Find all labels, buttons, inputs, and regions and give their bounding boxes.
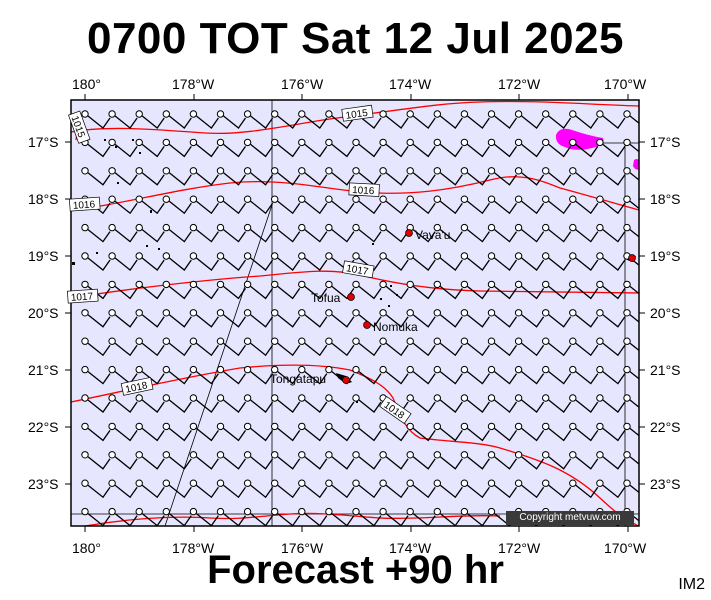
longitude-label-top: 176°W [281, 76, 324, 92]
place-label: Tongatapu [270, 372, 326, 386]
location-dot-icon [342, 376, 350, 384]
isobar-label: 1017 [71, 291, 94, 304]
isobar-1019 [84, 512, 501, 526]
longitude-label-top: 172°W [498, 76, 541, 92]
isobar-label: 1015 [345, 108, 369, 122]
latitude-label-right: 22°S [650, 419, 681, 435]
image-code: IM2 [678, 576, 705, 593]
longitude-label-top: 170°W [604, 76, 647, 92]
isobar-label: 1016 [73, 199, 96, 212]
location-dot-icon [405, 229, 413, 237]
location-dot-icon [347, 293, 355, 301]
forecast-label: Forecast +90 hr [207, 548, 504, 592]
latitude-label-left: 23°S [28, 476, 59, 492]
precip-area [555, 128, 604, 150]
longitude-label-bottom: 180° [72, 540, 101, 556]
grid-meridian-skew [164, 204, 273, 526]
longitude-label-top: 178°W [172, 76, 215, 92]
longitude-label-top: 180° [72, 76, 101, 92]
latitude-label-left: 22°S [28, 419, 59, 435]
isobar-label: 1018 [125, 380, 149, 395]
location-dot-icon [628, 254, 636, 262]
longitude-label-bottom: 176°W [281, 540, 324, 556]
isobar-1016 [71, 176, 639, 211]
place-label: Vava'u [415, 228, 450, 242]
longitude-label-bottom: 178°W [172, 540, 215, 556]
latitude-label-left: 19°S [28, 248, 59, 264]
isobar-label: 1017 [345, 263, 369, 278]
latitude-label-right: 20°S [650, 305, 681, 321]
axis-ticks [65, 94, 645, 532]
latitude-label-right: 17°S [650, 134, 681, 150]
longitude-label-bottom: 174°W [389, 540, 432, 556]
longitude-label-bottom: 170°W [604, 540, 647, 556]
latitude-label-left: 17°S [28, 134, 59, 150]
latitude-label-right: 18°S [650, 191, 681, 207]
latitude-label-right: 19°S [650, 248, 681, 264]
latitude-label-left: 20°S [28, 305, 59, 321]
latitude-label-left: 21°S [28, 362, 59, 378]
latitude-label-right: 23°S [650, 476, 681, 492]
longitude-label-top: 174°W [389, 76, 432, 92]
place-label: Nomuka [373, 320, 418, 334]
isobar-label: 1016 [352, 185, 375, 197]
copyright-notice: Copyright metvuw.com [506, 511, 634, 525]
longitude-label-bottom: 172°W [498, 540, 541, 556]
latitude-label-right: 21°S [650, 362, 681, 378]
location-dot-icon [363, 321, 371, 329]
place-label: Tofua [311, 291, 341, 305]
map-title: 0700 TOT Sat 12 Jul 2025 [86, 14, 625, 63]
latitude-label-left: 18°S [28, 191, 59, 207]
precip-area [633, 159, 639, 170]
